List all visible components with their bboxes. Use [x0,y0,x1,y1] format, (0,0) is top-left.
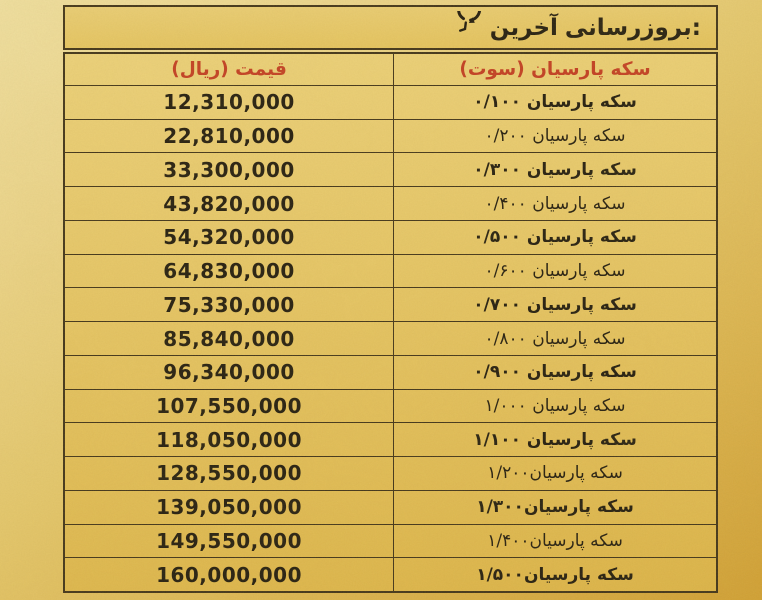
table-row: 85,840,000 سکه پارسیان ۰/۸۰۰ [65,322,716,356]
coin-name-cell: سکه پارسیان ۰/۴۰۰ [393,187,716,220]
coin-price: 85,840,000 [163,326,295,351]
table-row: 128,550,000 سکه پارسیان۱/۲۰۰ [65,457,716,491]
coin-name: سکه پارسیان ۰/۶۰۰ [484,261,626,282]
coin-name: سکه پارسیان ۱/۱۰۰ [473,429,637,450]
coin-name-cell: سکه پارسیان ۰/۵۰۰ [393,220,716,254]
coin-name-cell: سکه پارسیان ۱/۱۰۰ [393,423,716,457]
coin-name-cell: سکه پارسیان ۰/۷۰۰ [393,288,716,322]
table-row: 107,550,000 سکه پارسیان ۱/۰۰۰ [65,389,716,424]
coin-name-cell: سکه پارسیان۱/۵۰۰ [393,558,716,592]
coin-name: سکه پارسیان ۰/۱۰۰ [473,92,637,113]
coin-price-cell: 160,000,000 [65,558,393,591]
coin-name-cell: سکه پارسیان ۰/۶۰۰ [393,254,716,288]
page-title-word-1: آخرین [489,14,558,41]
coin-price: 149,550,000 [156,528,303,553]
coin-price-cell: 33,300,000 [65,153,393,186]
coin-price: 54,320,000 [163,225,295,250]
coin-name: سکه پارسیان ۰/۴۰۰ [484,193,626,214]
coin-name-cell: سکه پارسیان ۰/۸۰۰ [393,322,716,355]
coin-name-cell: سکه پارسیان۱/۴۰۰ [393,524,716,558]
table-row: 12,310,000 سکه پارسیان ۰/۱۰۰ [65,86,716,120]
coin-price: 43,820,000 [163,191,295,216]
refresh-clock-icon [449,10,483,45]
coin-name: سکه پارسیان ۰/۸۰۰ [484,328,626,349]
coin-name-cell: سکه پارسیان ۰/۲۰۰ [393,119,716,153]
table-header-row: قیمت (ریال) سکه پارسیان (سوت) [65,54,716,86]
coin-price: 64,830,000 [163,259,295,284]
update-title-box: آخرین بروزرسانی: [63,5,718,50]
page-title-word-2: بروزرسانی: [564,14,701,41]
coin-price-cell: 139,050,000 [65,491,393,524]
gold-price-panel: آخرین بروزرسانی: قیمت (ریال) سکه پارسیان… [63,5,718,593]
coin-price: 118,050,000 [156,427,303,452]
coin-price-cell: 107,550,000 [65,390,393,423]
coin-price-cell: 54,320,000 [65,221,393,254]
coin-price: 96,340,000 [163,360,295,385]
coin-name: سکه پارسیان ۱/۰۰۰ [484,395,626,416]
coin-price: 107,550,000 [156,393,303,418]
table-row: 149,550,000 سکه پارسیان۱/۴۰۰ [65,524,716,559]
coin-price-cell: 75,330,000 [65,288,393,321]
coin-name-cell: سکه پارسیان ۰/۳۰۰ [393,153,716,187]
table-row: 160,000,000 سکه پارسیان۱/۵۰۰ [65,558,716,592]
price-table: قیمت (ریال) سکه پارسیان (سوت) 12,310,000… [63,52,718,593]
coin-price-cell: 96,340,000 [65,356,393,389]
coin-column-header: سکه پارسیان (سوت) [393,54,716,85]
coin-price: 160,000,000 [156,562,303,587]
coin-name-cell: سکه پارسیان ۱/۰۰۰ [393,389,716,423]
table-row: 22,810,000 سکه پارسیان ۰/۲۰۰ [65,119,716,154]
table-row: 139,050,000 سکه پارسیان۱/۳۰۰ [65,490,716,525]
coin-price-cell: 12,310,000 [65,86,393,119]
coin-name-cell: سکه پارسیان ۰/۹۰۰ [393,355,716,389]
table-row: 96,340,000 سکه پارسیان ۰/۹۰۰ [65,355,716,390]
table-row: 54,320,000 سکه پارسیان ۰/۵۰۰ [65,220,716,255]
coin-price: 128,550,000 [156,461,303,486]
coin-price-cell: 118,050,000 [65,423,393,456]
coin-price-cell: 85,840,000 [65,322,393,355]
coin-price: 75,330,000 [163,292,295,317]
price-column-header: قیمت (ریال) [171,59,287,80]
coin-name: سکه پارسیان ۰/۵۰۰ [473,227,637,248]
coin-name-cell: سکه پارسیان ۰/۱۰۰ [393,86,716,119]
table-row: 118,050,000 سکه پارسیان ۱/۱۰۰ [65,423,716,458]
coin-name: سکه پارسیان ۰/۳۰۰ [473,159,637,180]
coin-price: 12,310,000 [163,90,295,115]
table-row: 33,300,000 سکه پارسیان ۰/۳۰۰ [65,153,716,188]
coin-price: 22,810,000 [163,124,295,149]
table-row: 64,830,000 سکه پارسیان ۰/۶۰۰ [65,254,716,289]
coin-price-cell: 149,550,000 [65,525,393,558]
coin-name: سکه پارسیان۱/۲۰۰ [487,463,623,484]
coin-name: سکه پارسیان۱/۳۰۰ [476,497,634,518]
coin-price: 139,050,000 [156,495,303,520]
coin-name: سکه پارسیان ۰/۷۰۰ [473,294,637,315]
coin-name-cell: سکه پارسیان۱/۳۰۰ [393,490,716,524]
table-body: 12,310,000 سکه پارسیان ۰/۱۰۰ 22,810,000 … [65,86,716,592]
coin-price-cell: 128,550,000 [65,457,393,490]
coin-name: سکه پارسیان۱/۵۰۰ [476,564,634,585]
coin-name: سکه پارسیان ۰/۲۰۰ [484,126,626,147]
table-row: 43,820,000 سکه پارسیان ۰/۴۰۰ [65,187,716,221]
coin-price-cell: 64,830,000 [65,255,393,288]
coin-name: سکه پارسیان ۰/۹۰۰ [473,362,637,383]
coin-name-cell: سکه پارسیان۱/۲۰۰ [393,457,716,490]
coin-name: سکه پارسیان۱/۴۰۰ [487,530,623,551]
coin-price-cell: 43,820,000 [65,187,393,220]
coin-price-cell: 22,810,000 [65,120,393,153]
coin-price: 33,300,000 [163,157,295,182]
table-row: 75,330,000 سکه پارسیان ۰/۷۰۰ [65,288,716,323]
